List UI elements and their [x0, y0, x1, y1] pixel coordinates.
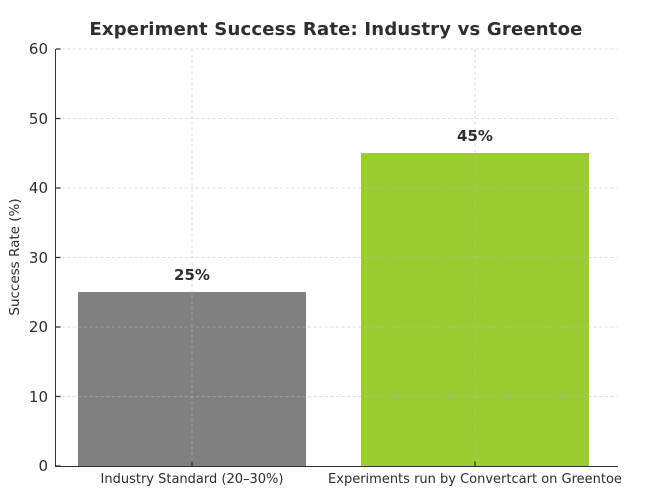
x-tick-label: Experiments run by Convertcart on Greent… — [328, 472, 622, 487]
bar-value-label: 25% — [174, 266, 210, 285]
y-tick-label: 60 — [28, 40, 48, 58]
y-tick-label: 40 — [28, 179, 48, 197]
chart-title: Experiment Success Rate: Industry vs Gre… — [89, 19, 583, 40]
x-tick-label: Industry Standard (20–30%) — [100, 472, 284, 487]
y-tick-label: 50 — [28, 109, 48, 128]
x-axis-spine — [54, 466, 618, 468]
y-axis-spine — [54, 49, 56, 468]
bar-industry-standard — [78, 292, 306, 466]
y-tick-label: 0 — [38, 457, 48, 475]
y-tick-label: 30 — [28, 248, 48, 267]
bar-value-label: 45% — [457, 127, 493, 146]
y-tick-label: 20 — [28, 318, 48, 336]
bar-greentoe — [361, 153, 589, 466]
y-tick-label: 10 — [28, 387, 48, 406]
